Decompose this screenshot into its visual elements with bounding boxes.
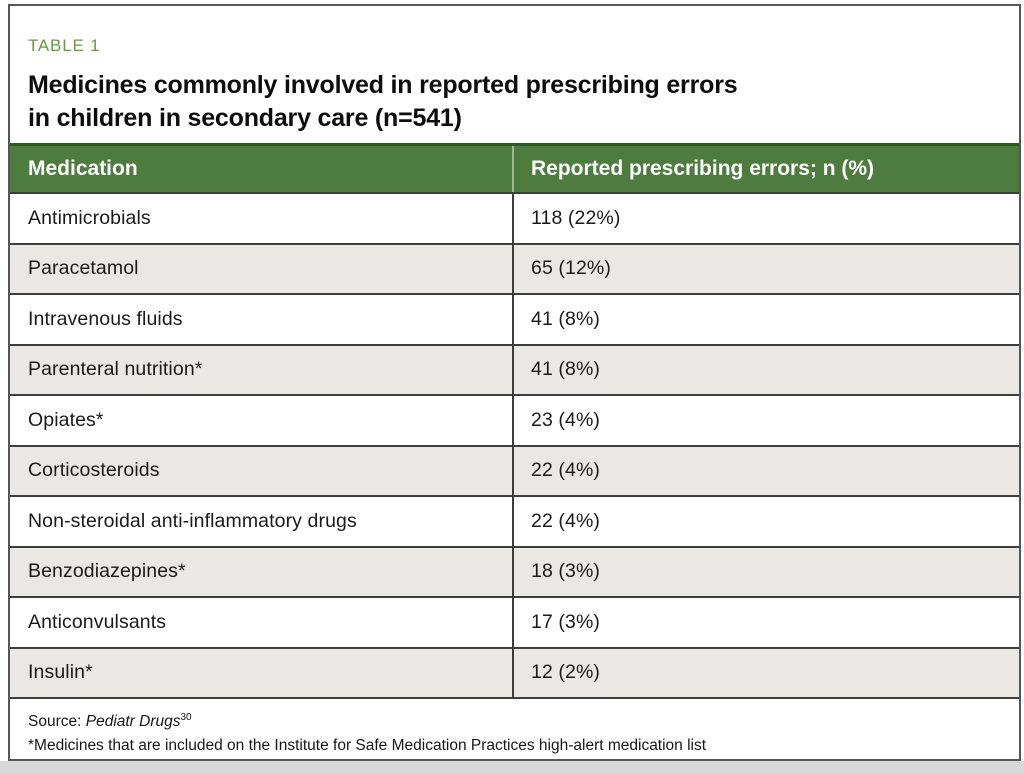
- medication-cell: Benzodiazepines*: [28, 560, 186, 583]
- medication-cell: Antimicrobials: [28, 206, 151, 229]
- value-cell: 65 (12%): [531, 257, 611, 280]
- value-cell: 23 (4%): [531, 408, 600, 431]
- table-body: Antimicrobials 118 (22%) Paracetamol 65 …: [10, 194, 1019, 699]
- table-title-line1: Medicines commonly involved in reported …: [28, 71, 738, 99]
- medication-cell: Anticonvulsants: [28, 610, 167, 633]
- value-cell: 22 (4%): [531, 509, 600, 532]
- medication-cell: Intravenous fluids: [28, 307, 183, 330]
- medication-cell: Paracetamol: [28, 257, 139, 280]
- column-divider: [512, 648, 514, 697]
- table-row: Corticosteroids 22 (4%): [10, 446, 1019, 497]
- value-cell: 18 (3%): [531, 560, 600, 583]
- table-row: Opiates* 23 (4%): [10, 396, 1019, 447]
- medication-cell: Parenteral nutrition*: [28, 358, 203, 381]
- source-footnote: Source: Pediatr Drugs30: [28, 710, 999, 734]
- column-divider: [512, 396, 514, 445]
- medication-cell: Corticosteroids: [28, 459, 160, 482]
- source-reference-number: 30: [180, 711, 192, 723]
- value-cell: 41 (8%): [531, 307, 600, 330]
- value-cell: 17 (3%): [531, 610, 600, 633]
- table-figure: TABLE 1 Medicines commonly involved in r…: [8, 4, 1021, 761]
- table-row: Antimicrobials 118 (22%): [10, 194, 1019, 245]
- table-row: Parenteral nutrition* 41 (8%): [10, 345, 1019, 396]
- table-row: Anticonvulsants 17 (3%): [10, 598, 1019, 649]
- table-title: Medicines commonly involved in reported …: [28, 69, 995, 134]
- table-row: Benzodiazepines* 18 (3%): [10, 547, 1019, 598]
- source-prefix: Source:: [28, 713, 86, 730]
- column-divider: [512, 598, 514, 647]
- column-header-medication: Medication: [28, 157, 138, 180]
- value-cell: 118 (22%): [531, 206, 621, 229]
- column-divider: [512, 547, 514, 596]
- table-row: Intravenous fluids 41 (8%): [10, 295, 1019, 346]
- column-divider: [512, 295, 514, 344]
- medication-cell: Non-steroidal anti-inflammatory drugs: [28, 509, 357, 532]
- column-divider: [512, 194, 514, 243]
- asterisk-footnote: *Medicines that are included on the Inst…: [28, 737, 707, 755]
- table-number-label: TABLE 1: [28, 36, 101, 55]
- column-divider: [512, 345, 514, 394]
- medication-cell: Opiates*: [28, 408, 104, 431]
- page-background-strip: [0, 761, 1024, 773]
- table-row: Non-steroidal anti-inflammatory drugs 22…: [10, 497, 1019, 548]
- medication-cell: Insulin*: [28, 661, 93, 684]
- table-row: Paracetamol 65 (12%): [10, 244, 1019, 295]
- column-divider: [512, 244, 514, 293]
- table-title-line2: in children in secondary care (n=541): [28, 103, 462, 132]
- header-column-divider: [512, 146, 514, 192]
- table-row: Insulin* 12 (2%): [10, 648, 1019, 699]
- column-divider: [512, 446, 514, 495]
- value-cell: 41 (8%): [531, 358, 600, 381]
- column-header-errors: Reported prescribing errors; n (%): [531, 157, 875, 180]
- table-footnotes: Source: Pediatr Drugs30 *Medicines that …: [10, 699, 1019, 758]
- source-journal: Pediatr Drugs: [85, 713, 181, 730]
- table-header-row: Medication Reported prescribing errors; …: [10, 143, 1019, 194]
- value-cell: 12 (2%): [531, 661, 600, 684]
- figure-title-block: TABLE 1 Medicines commonly involved in r…: [10, 6, 1019, 143]
- value-cell: 22 (4%): [531, 459, 600, 482]
- column-divider: [512, 497, 514, 546]
